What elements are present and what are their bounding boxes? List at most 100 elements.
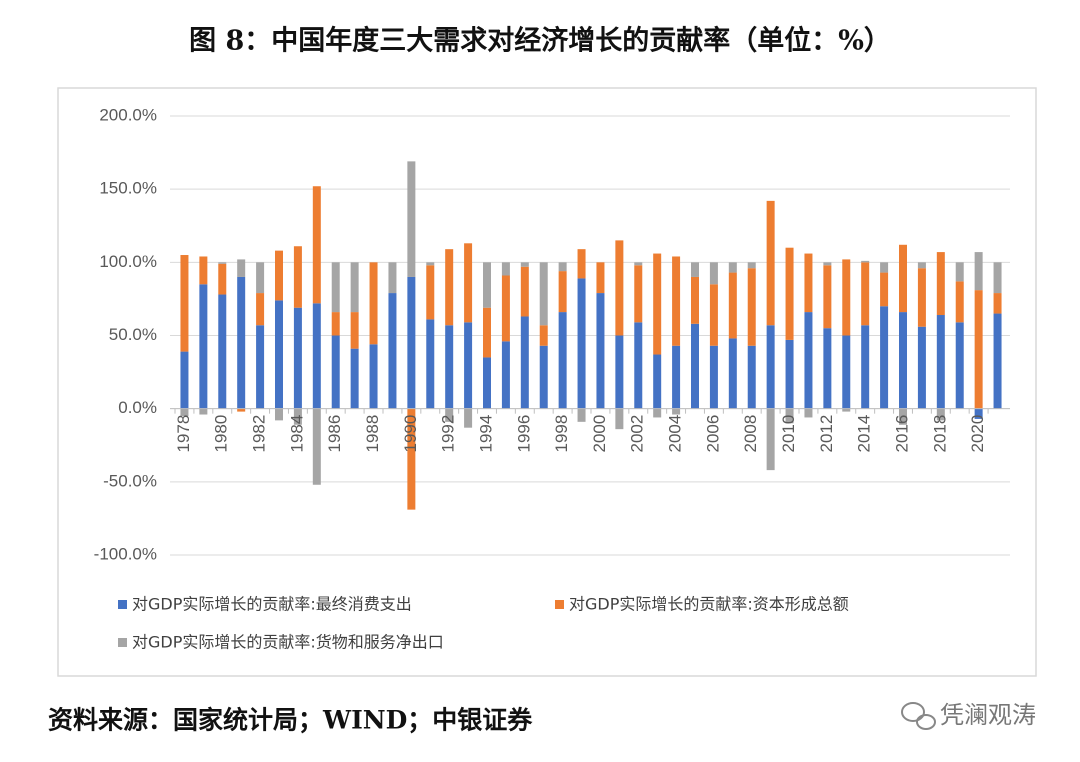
bar — [804, 312, 813, 409]
x-tick-label: 1994 — [476, 415, 495, 453]
y-tick-label: 200.0% — [99, 105, 157, 124]
bar — [709, 262, 718, 285]
bar — [407, 161, 416, 277]
bar — [880, 262, 889, 273]
x-tick-label: 1998 — [552, 415, 571, 453]
bar — [331, 335, 340, 409]
x-tick-label: 2010 — [779, 415, 798, 453]
y-tick-label: 100.0% — [99, 252, 157, 271]
bar — [464, 408, 473, 428]
bar — [785, 339, 794, 409]
bar — [350, 312, 359, 349]
x-tick-label: 2004 — [666, 415, 685, 453]
bar — [804, 408, 813, 418]
bar — [293, 307, 302, 409]
bar — [861, 325, 870, 409]
bar — [653, 354, 662, 409]
bar — [445, 249, 454, 326]
bar — [653, 408, 662, 418]
x-tick-label: 2006 — [703, 415, 722, 453]
bar — [804, 253, 813, 313]
x-tick-label: 1984 — [287, 415, 306, 453]
bar — [558, 312, 567, 409]
bar — [237, 408, 246, 412]
bar — [955, 262, 964, 282]
bar — [237, 276, 246, 409]
bar — [842, 259, 851, 336]
x-tick-label: 2012 — [817, 415, 836, 453]
bar — [974, 408, 983, 419]
bar — [520, 262, 529, 267]
bar — [539, 262, 548, 326]
bar — [180, 351, 189, 409]
bar — [577, 278, 586, 409]
x-tick-label: 1978 — [174, 415, 193, 453]
bar — [672, 408, 681, 415]
bar — [634, 265, 643, 323]
x-tick-label: 2016 — [892, 415, 911, 453]
bar — [369, 262, 378, 345]
x-tick-label: 1980 — [212, 415, 231, 453]
bar — [615, 335, 624, 409]
x-tick-label: 2002 — [628, 415, 647, 453]
bar — [653, 253, 662, 355]
bar — [899, 408, 907, 425]
bar — [331, 262, 340, 313]
bar — [312, 303, 321, 409]
bar — [728, 262, 737, 273]
bar — [993, 262, 1002, 294]
bar — [691, 262, 699, 277]
bar — [955, 322, 964, 409]
x-tick-label: 2008 — [741, 415, 760, 453]
bar — [747, 345, 756, 409]
bar — [483, 307, 491, 358]
bar — [672, 256, 681, 346]
bar — [691, 323, 699, 409]
bar — [275, 300, 283, 409]
bar — [369, 344, 378, 409]
bar — [350, 262, 359, 313]
y-tick-label: -50.0% — [103, 471, 157, 490]
x-tick-label: 2018 — [930, 415, 949, 453]
legend-swatch — [118, 600, 127, 609]
bar — [955, 281, 964, 323]
bar — [275, 408, 283, 421]
legend-swatch — [118, 638, 127, 647]
legend-label: 对GDP实际增长的贡献率:最终消费支出 — [132, 595, 412, 614]
bar — [539, 325, 548, 346]
bar — [634, 262, 643, 266]
bar — [936, 315, 945, 409]
bar — [974, 252, 983, 291]
bar — [558, 262, 567, 272]
bar — [218, 262, 227, 264]
bar — [350, 348, 359, 409]
bar — [501, 275, 510, 342]
bar — [842, 335, 851, 409]
bar — [312, 186, 321, 304]
bar — [596, 262, 605, 294]
x-tick-label: 2020 — [968, 415, 987, 453]
bar — [539, 345, 548, 409]
bar — [936, 408, 945, 421]
bar — [861, 260, 870, 263]
bar — [199, 256, 208, 285]
bar — [577, 249, 586, 279]
bar — [842, 408, 851, 412]
x-tick-label: 1996 — [514, 415, 533, 453]
bar — [293, 408, 302, 425]
bar — [615, 240, 624, 336]
bar — [199, 284, 208, 409]
bar — [293, 246, 302, 308]
bar — [691, 276, 699, 324]
watermark-icon — [901, 702, 936, 730]
y-tick-label: 0.0% — [118, 398, 157, 417]
bar — [785, 247, 794, 340]
bar — [728, 338, 737, 409]
chart-frame — [57, 87, 1037, 677]
legend-swatch — [555, 600, 564, 609]
bar — [558, 271, 567, 313]
bar — [501, 341, 510, 409]
bar — [331, 312, 340, 336]
bar — [709, 284, 718, 346]
